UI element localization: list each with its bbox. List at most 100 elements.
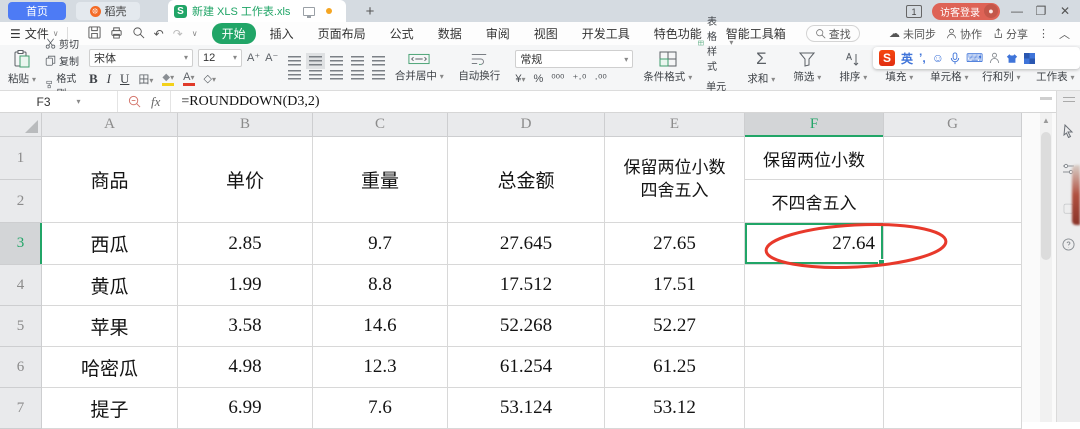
col-header-E[interactable]: E [605, 113, 745, 137]
cell-B7[interactable]: 6.99 [178, 388, 313, 429]
col-header-B[interactable]: B [178, 113, 313, 137]
conditional-format-button[interactable]: 条件格式 ▾ [643, 51, 692, 84]
cell-B4[interactable]: 1.99 [178, 265, 313, 306]
row-header-6[interactable]: 6 [0, 347, 42, 388]
cell-C5[interactable]: 14.6 [313, 306, 448, 347]
share-button[interactable]: 分享 [992, 26, 1028, 42]
close-button[interactable]: ✕ [1059, 4, 1071, 18]
header-cell-rounddown-line2[interactable]: 不四舍五入 [745, 180, 884, 223]
increase-indent-icon[interactable] [372, 55, 386, 66]
cell-C4[interactable]: 8.8 [313, 265, 448, 306]
clear-format-button[interactable]: ◇▾ [203, 73, 216, 85]
keyboard-icon[interactable]: ⌨ [965, 51, 984, 65]
header-cell-product[interactable]: 商品 [42, 137, 178, 223]
cell-D6[interactable]: 61.254 [448, 347, 605, 388]
tab-developer[interactable]: 开发工具 [581, 27, 630, 41]
cell-F4[interactable] [745, 265, 884, 306]
bold-button[interactable]: B [89, 70, 98, 86]
copy-button[interactable]: 复制 [45, 53, 79, 68]
decrease-decimal-button[interactable]: ·⁰⁰ [594, 73, 607, 85]
cell-B3[interactable]: 2.85 [178, 223, 313, 265]
header-cell-price[interactable]: 单价 [178, 137, 313, 223]
cell-G2[interactable] [884, 180, 1022, 223]
undo-icon[interactable]: ↶ [153, 26, 164, 41]
cell-C6[interactable]: 12.3 [313, 347, 448, 388]
fill-color-button[interactable]: ◆▾ [162, 71, 175, 86]
cell-E5[interactable]: 52.27 [605, 306, 745, 347]
table-style-button[interactable]: 表格样式 ▾ [698, 13, 733, 73]
cell-B6[interactable]: 4.98 [178, 347, 313, 388]
font-name-select[interactable]: 宋体 ▾ [89, 48, 193, 67]
tab-start[interactable]: 开始 [211, 23, 256, 44]
comma-style-button[interactable]: ⁰⁰⁰ [551, 73, 565, 85]
tab-formulas[interactable]: 公式 [389, 27, 414, 41]
cell-B5[interactable]: 3.58 [178, 306, 313, 347]
header-cell-round[interactable]: 保留两位小数 四舍五入 [605, 137, 745, 223]
scrollbar-split-handle[interactable] [1040, 97, 1052, 100]
cell-F7[interactable] [745, 388, 884, 429]
cell-D5[interactable]: 52.268 [448, 306, 605, 347]
more-menu-icon[interactable]: ⋮ [1038, 28, 1049, 40]
distribute-icon[interactable] [372, 69, 386, 80]
tab-special-features[interactable]: 特色功能 [653, 27, 702, 41]
tab-smart-toolbox[interactable]: 智能工具箱 [725, 27, 786, 41]
cell-E6[interactable]: 61.25 [605, 347, 745, 388]
cell-G5[interactable] [884, 306, 1022, 347]
align-left-icon[interactable] [288, 69, 302, 80]
decrease-indent-icon[interactable] [351, 55, 365, 66]
font-size-select[interactable]: 12 ▾ [198, 48, 242, 67]
window-list-icon[interactable]: 1 [906, 4, 922, 18]
header-cell-total[interactable]: 总金额 [448, 137, 605, 223]
italic-button[interactable]: I [106, 70, 112, 86]
formula-input[interactable]: =ROUNDDOWN(D3,2) [181, 93, 320, 109]
cut-button[interactable]: 剪切 [45, 36, 79, 51]
row-header-1[interactable]: 1 [0, 137, 42, 180]
align-middle-icon[interactable] [306, 52, 326, 69]
sync-status[interactable]: ☁ 未同步 [889, 28, 936, 41]
col-header-F-selected[interactable]: F [745, 113, 884, 137]
sort-button[interactable]: 排序 ▾ [835, 52, 871, 84]
justify-icon[interactable] [351, 69, 365, 80]
tab-view[interactable]: 视图 [533, 27, 558, 41]
row-header-4[interactable]: 4 [0, 265, 42, 306]
cell-C7[interactable]: 7.6 [313, 388, 448, 429]
currency-button[interactable]: ¥▾ [515, 72, 526, 85]
input-language-toggle[interactable]: 英 [901, 51, 914, 66]
wrap-text-button[interactable]: 自动换行 [453, 52, 505, 83]
restore-button[interactable]: ❐ [1035, 4, 1047, 18]
file-menu[interactable]: ☰ 文件 ∨ [10, 26, 59, 42]
save-icon[interactable] [88, 25, 101, 42]
col-header-D[interactable]: D [448, 113, 605, 137]
new-tab-button[interactable]: + [365, 2, 375, 20]
align-bottom-icon[interactable] [330, 55, 344, 66]
increase-decimal-button[interactable]: ⁺·⁰ [572, 73, 587, 85]
row-header-5[interactable]: 5 [0, 306, 42, 347]
redo-icon[interactable]: ↷ [172, 26, 183, 41]
collaborate-button[interactable]: 协作 [946, 26, 982, 42]
font-color-button[interactable]: A▾ [183, 71, 195, 86]
panel-drag-handle[interactable] [1062, 97, 1075, 102]
cell-F5[interactable] [745, 306, 884, 347]
row-header-7[interactable]: 7 [0, 388, 42, 429]
cell-C3[interactable]: 9.7 [313, 223, 448, 265]
increase-font-button[interactable]: A⁺ [247, 52, 261, 64]
percent-button[interactable]: % [533, 72, 544, 85]
cell-D7[interactable]: 53.124 [448, 388, 605, 429]
tab-docer[interactable]: ❊ 稻壳 [76, 2, 140, 20]
borders-button[interactable]: 田▾ [138, 73, 154, 86]
cell-A3[interactable]: 西瓜 [42, 223, 178, 265]
cell-A5[interactable]: 苹果 [42, 306, 178, 347]
tab-document[interactable]: S 新建 XLS 工作表.xls [168, 0, 346, 22]
print-preview-icon[interactable] [132, 26, 145, 42]
emoji-icon[interactable]: ☺ [931, 51, 944, 65]
merge-center-button[interactable]: 合并居中 ▾ [391, 52, 447, 83]
select-all-corner[interactable] [0, 113, 42, 137]
paste-button[interactable]: 粘贴 ▾ [5, 49, 39, 86]
person-skin-icon[interactable] [989, 52, 1000, 64]
underline-button[interactable]: U [120, 70, 130, 86]
shirt-icon[interactable] [1006, 53, 1018, 64]
decrease-font-button[interactable]: A⁻ [265, 52, 279, 64]
sogou-logo-icon[interactable]: S [879, 50, 895, 66]
sogou-toolbox-icon[interactable] [1024, 52, 1036, 64]
customize-toolbar-icon[interactable]: ∨ [191, 29, 198, 38]
